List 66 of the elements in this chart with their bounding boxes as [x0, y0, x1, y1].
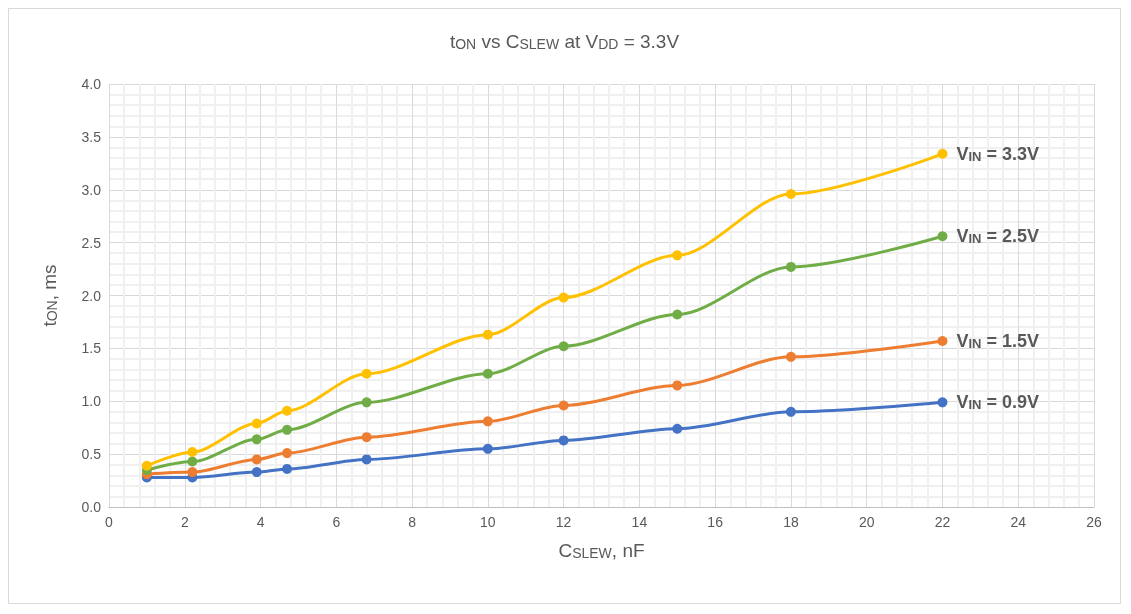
point — [282, 448, 293, 459]
point — [141, 460, 152, 471]
series-label: VIN = 3.3V — [956, 143, 1040, 164]
y-tick-label: 1.0 — [81, 393, 102, 410]
y-tick-label: 3.5 — [81, 128, 102, 145]
point — [361, 454, 372, 465]
x-tick-label: 22 — [934, 514, 951, 530]
point — [361, 368, 372, 379]
point — [482, 416, 493, 427]
x-tick-label: 18 — [783, 514, 799, 530]
point — [558, 341, 569, 352]
point — [672, 423, 683, 434]
point — [937, 148, 948, 159]
x-axis-title: CSLEW, nF — [558, 540, 645, 561]
y-tick-label: 2.0 — [81, 287, 102, 304]
point — [937, 397, 948, 408]
y-tick-label: 1.5 — [81, 340, 102, 357]
x-tick-label: 20 — [858, 514, 875, 530]
point — [361, 397, 372, 408]
point — [482, 368, 493, 379]
point — [672, 380, 683, 391]
point — [785, 188, 796, 199]
point — [785, 351, 796, 362]
x-tick-label: 14 — [631, 514, 648, 530]
series-label: VIN = 2.5V — [956, 226, 1040, 247]
x-tick-label: 6 — [332, 514, 341, 530]
point — [187, 447, 198, 458]
point — [937, 231, 948, 242]
point — [937, 335, 948, 346]
point — [282, 463, 293, 474]
chart-title: tON vs CSLEW at VDD = 3.3V — [449, 31, 680, 52]
y-tick-label: 3.0 — [81, 181, 102, 198]
point — [187, 467, 198, 478]
point — [282, 405, 293, 416]
y-tick-label: 0.0 — [81, 499, 102, 515]
point — [187, 456, 198, 467]
point — [361, 432, 372, 443]
point — [558, 292, 569, 303]
x-tick-label: 4 — [256, 514, 265, 530]
x-tick-label: 26 — [1086, 514, 1102, 530]
point — [251, 454, 262, 465]
point — [251, 418, 262, 429]
x-tick-label: 2 — [180, 514, 189, 530]
point — [785, 261, 796, 272]
point — [672, 250, 683, 261]
y-tick-label: 0.5 — [81, 446, 102, 463]
series-label: VIN = 1.5V — [956, 330, 1040, 351]
x-tick-label: 8 — [408, 514, 417, 530]
point — [482, 443, 493, 454]
x-tick-label: 16 — [707, 514, 724, 530]
y-tick-label: 4.0 — [81, 76, 102, 92]
point — [672, 309, 683, 320]
point — [558, 400, 569, 411]
point — [482, 329, 493, 340]
point — [785, 406, 796, 417]
series-label: VIN = 0.9V — [956, 392, 1040, 413]
point — [251, 467, 262, 478]
x-tick-label: 24 — [1010, 514, 1027, 530]
x-tick-label: 12 — [555, 514, 572, 530]
x-tick-label: 0 — [105, 514, 114, 530]
y-axis-title: tON, ms — [39, 264, 60, 327]
point — [282, 424, 293, 435]
point — [558, 435, 569, 446]
point — [251, 434, 262, 445]
x-tick-label: 10 — [480, 514, 496, 530]
y-tick-label: 2.5 — [81, 234, 102, 251]
